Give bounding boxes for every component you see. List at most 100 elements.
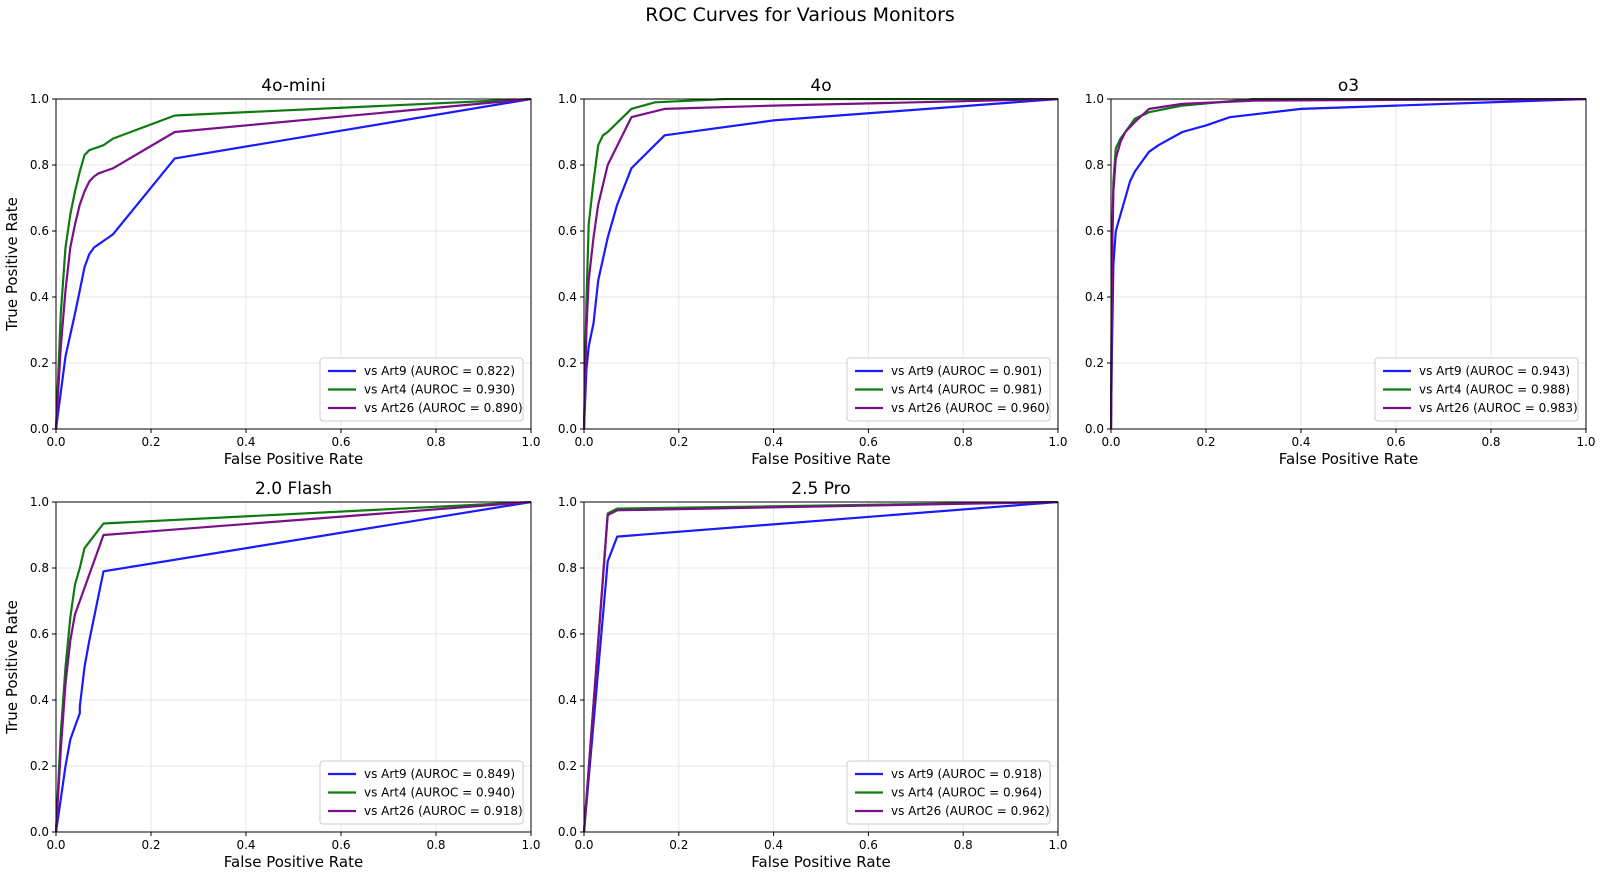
roc-series-line xyxy=(55,98,532,430)
roc-panel: 0.0 0.2 0.4 0.6 0.8 1.0 0.0 0.2 0.4 0.6 0.8 1.0 2.5 … xyxy=(558,479,1068,871)
x-axis-label: False Positive Rate xyxy=(224,853,363,871)
x-tick-label: 0.0 xyxy=(574,838,593,852)
y-tick-label: 0.0 xyxy=(1085,422,1104,436)
y-axis-label: True Positive Rate xyxy=(3,600,21,735)
roc-series-line xyxy=(583,501,1059,833)
legend-entry: vs Art4 (AUROC = 0.940) xyxy=(364,786,515,800)
legend-entry: vs Art9 (AUROC = 0.901) xyxy=(891,364,1042,378)
roc-panel: 0.0 0.2 0.4 0.6 0.8 1.0 0.0 0.2 0.4 0.6 0.8 1.0 o3 Fa… xyxy=(1085,76,1596,468)
y-tick-label: 1.0 xyxy=(30,495,49,509)
roc-series-line xyxy=(583,98,1059,430)
x-tick-label: 0.6 xyxy=(859,838,878,852)
x-tick-label: 0.2 xyxy=(1196,435,1215,449)
roc-series-line xyxy=(583,98,1058,430)
legend-box xyxy=(846,357,1051,422)
x-tick-label: 0.2 xyxy=(669,838,688,852)
x-tick-label: 0.8 xyxy=(1481,435,1500,449)
legend-entry: vs Art9 (AUROC = 0.918) xyxy=(891,767,1042,781)
y-tick-label: 0.6 xyxy=(30,627,49,641)
legend-box xyxy=(846,760,1051,825)
roc-series-line xyxy=(583,98,1059,430)
legend-entry: vs Art26 (AUROC = 0.890) xyxy=(364,401,523,415)
legend-entry: vs Art26 (AUROC = 0.962) xyxy=(891,804,1050,818)
x-tick-label: 1.0 xyxy=(521,838,540,852)
legend-entry: vs Art26 (AUROC = 0.960) xyxy=(891,401,1050,415)
x-tick-label: 0.2 xyxy=(141,435,160,449)
y-tick-label: 0.8 xyxy=(30,561,49,575)
legend-entry: vs Art26 (AUROC = 0.983) xyxy=(1419,401,1578,415)
x-tick-label: 0.0 xyxy=(1101,435,1120,449)
y-tick-label: 0.2 xyxy=(30,759,49,773)
panel-title: 4o xyxy=(810,76,831,96)
legend-entry: vs Art4 (AUROC = 0.981) xyxy=(891,383,1042,397)
y-tick-label: 0.2 xyxy=(30,356,49,370)
x-tick-label: 0.2 xyxy=(141,838,160,852)
x-tick-label: 0.8 xyxy=(426,838,445,852)
x-tick-label: 0.4 xyxy=(764,838,783,852)
x-tick-label: 0.4 xyxy=(1291,435,1310,449)
y-tick-label: 0.8 xyxy=(558,158,577,172)
legend-entry: vs Art9 (AUROC = 0.849) xyxy=(364,767,515,781)
roc-series-line xyxy=(583,501,1059,833)
y-tick-label: 0.0 xyxy=(558,825,577,839)
y-tick-label: 0.4 xyxy=(558,693,577,707)
panel-title: 2.0 Flash xyxy=(255,479,332,499)
legend-box xyxy=(1374,357,1579,422)
axes-frame xyxy=(583,98,1059,430)
y-tick-label: 0.8 xyxy=(30,158,49,172)
x-tick-label: 0.6 xyxy=(859,435,878,449)
x-tick-label: 0.8 xyxy=(954,435,973,449)
y-tick-label: 0.2 xyxy=(1085,356,1104,370)
x-tick-label: 1.0 xyxy=(1048,435,1067,449)
y-axis-label: True Positive Rate xyxy=(3,197,21,332)
legend-entry: vs Art9 (AUROC = 0.822) xyxy=(364,364,515,378)
legend-box xyxy=(319,357,524,422)
panel-title: o3 xyxy=(1338,76,1359,96)
y-tick-label: 1.0 xyxy=(558,92,577,106)
y-tick-label: 1.0 xyxy=(558,495,577,509)
x-tick-label: 0.4 xyxy=(236,838,255,852)
y-tick-label: 0.0 xyxy=(30,825,49,839)
y-tick-label: 0.4 xyxy=(30,693,49,707)
y-tick-label: 0.6 xyxy=(558,224,577,238)
x-axis-label: False Positive Rate xyxy=(751,853,890,871)
roc-panel: 0.0 0.2 0.4 0.6 0.8 1.0 0.0 0.2 0.4 0.6 0.8 1.0 4o Fa… xyxy=(558,76,1068,468)
x-tick-label: 0.6 xyxy=(331,435,350,449)
x-tick-label: 0.0 xyxy=(46,435,65,449)
y-tick-label: 1.0 xyxy=(1085,92,1104,106)
axes-frame xyxy=(55,501,532,833)
roc-series-line xyxy=(55,98,532,430)
x-tick-label: 0.0 xyxy=(46,838,65,852)
roc-series-line xyxy=(1110,98,1587,430)
panel-title: 2.5 Pro xyxy=(791,479,850,499)
y-tick-label: 0.0 xyxy=(30,422,49,436)
legend-entry: vs Art9 (AUROC = 0.943) xyxy=(1419,364,1570,378)
figure-title: ROC Curves for Various Monitors xyxy=(645,4,955,26)
y-tick-label: 0.4 xyxy=(30,290,49,304)
legend: vs Art9 (AUROC = 0.918) vs Art4 (AUROC = … xyxy=(846,760,1051,825)
x-tick-label: 0.0 xyxy=(574,435,593,449)
roc-series-line xyxy=(55,501,532,833)
legend-entry: vs Art4 (AUROC = 0.988) xyxy=(1419,383,1570,397)
legend-entry: vs Art4 (AUROC = 0.930) xyxy=(364,383,515,397)
x-axis-label: False Positive Rate xyxy=(751,450,890,468)
roc-series-line xyxy=(55,98,532,430)
legend-entry: vs Art26 (AUROC = 0.918) xyxy=(364,804,523,818)
y-tick-label: 0.4 xyxy=(1085,290,1104,304)
axes-frame xyxy=(1110,98,1587,430)
x-axis-label: False Positive Rate xyxy=(1279,450,1418,468)
x-tick-label: 1.0 xyxy=(1048,838,1067,852)
axes-frame xyxy=(55,98,532,430)
x-tick-label: 0.2 xyxy=(669,435,688,449)
y-tick-label: 0.8 xyxy=(558,561,577,575)
legend-entry: vs Art4 (AUROC = 0.964) xyxy=(891,786,1042,800)
x-tick-label: 0.8 xyxy=(426,435,445,449)
axes-frame xyxy=(583,501,1059,833)
legend: vs Art9 (AUROC = 0.849) vs Art4 (AUROC = … xyxy=(319,760,524,825)
x-tick-label: 0.6 xyxy=(331,838,350,852)
roc-series-line xyxy=(55,501,532,833)
x-tick-label: 1.0 xyxy=(521,435,540,449)
x-tick-label: 0.8 xyxy=(954,838,973,852)
